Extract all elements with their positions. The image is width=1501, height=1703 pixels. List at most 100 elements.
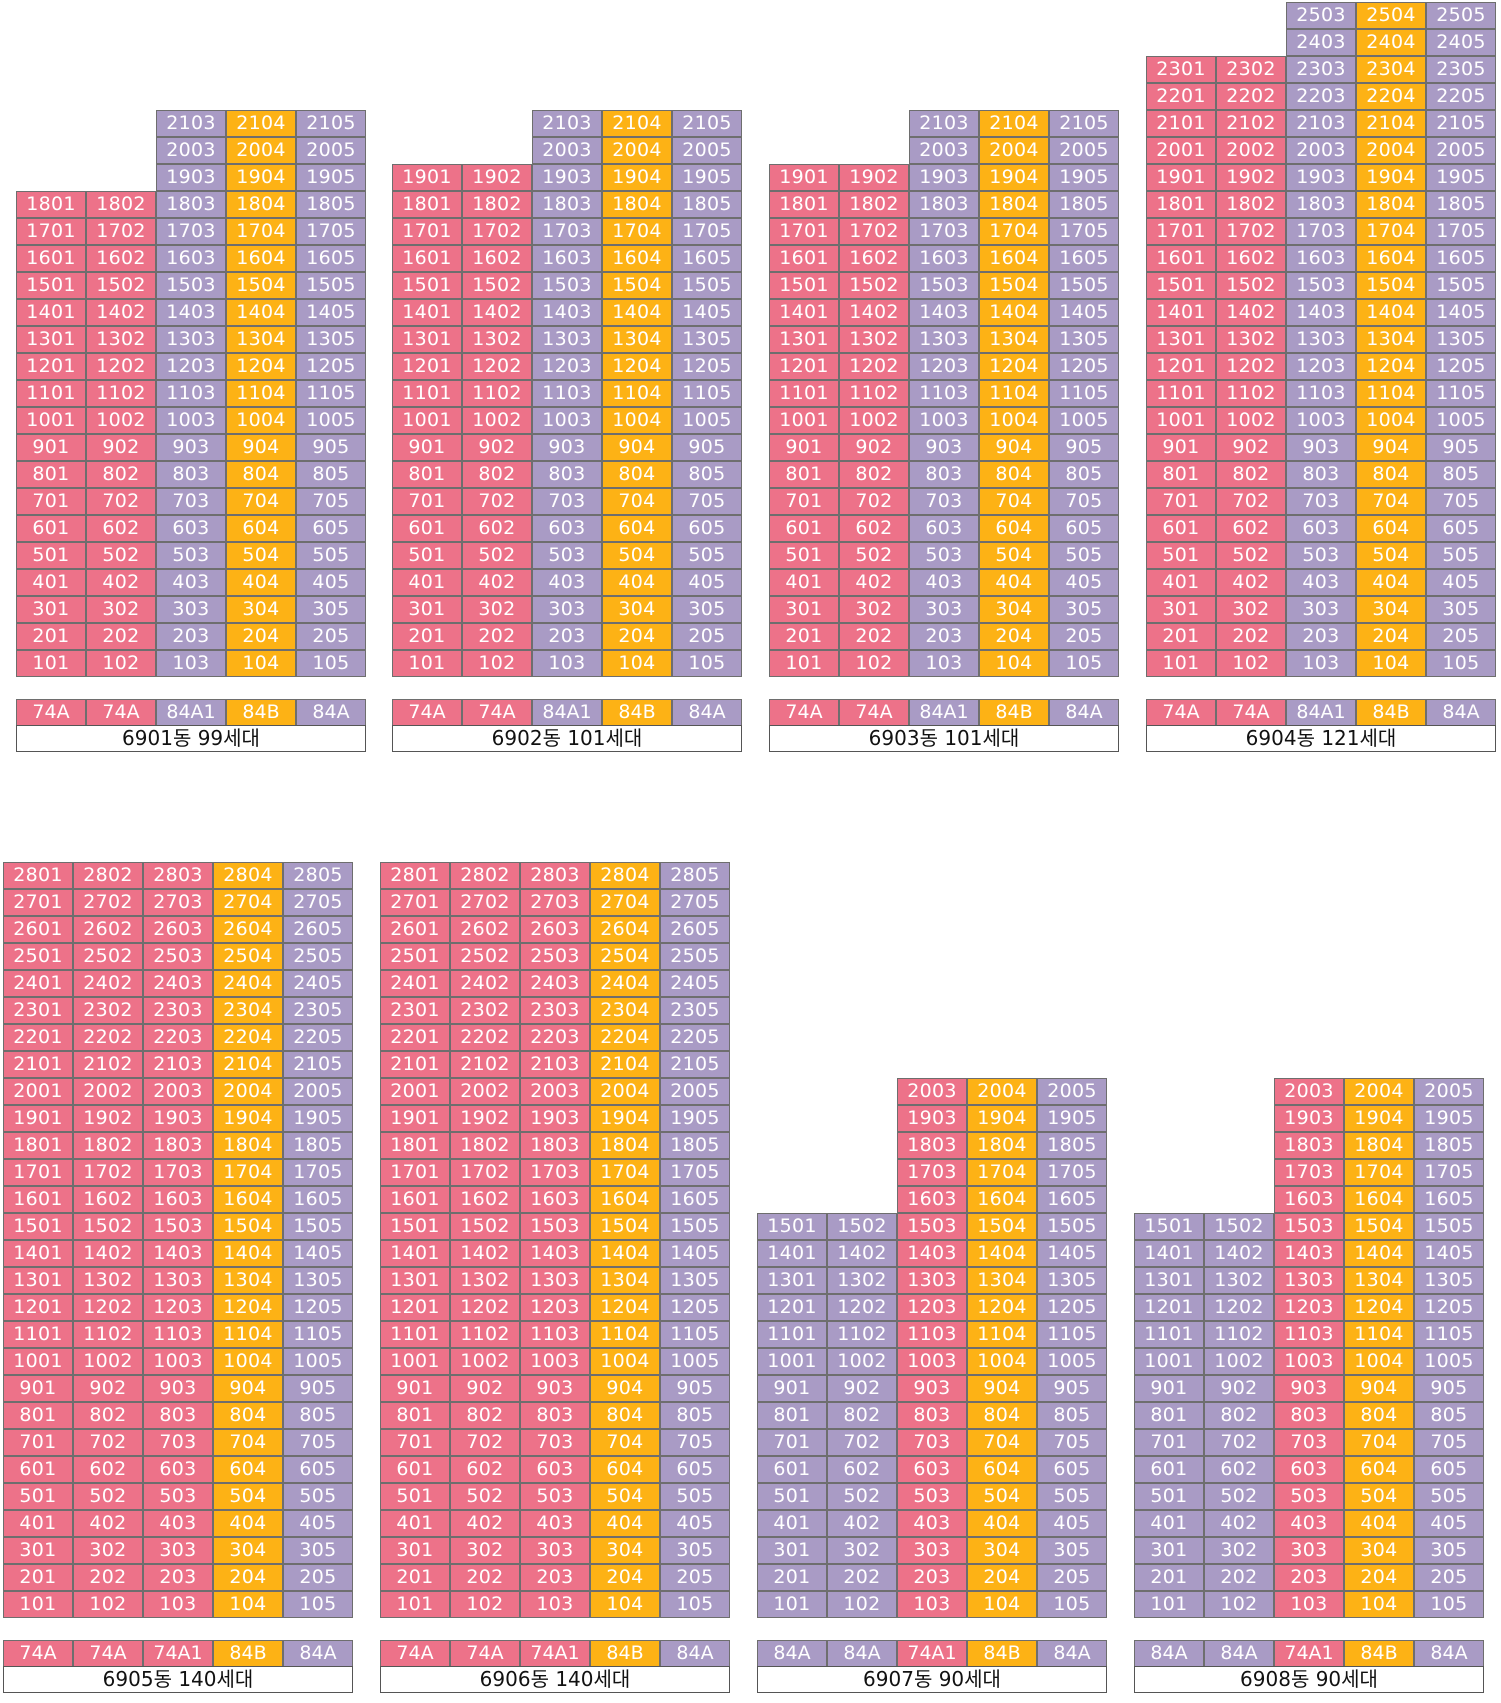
unit-cell: 104: [226, 650, 296, 677]
unit-cell: 1702: [73, 1159, 143, 1186]
unit-cell: 903: [520, 1375, 590, 1402]
unit-type-label: 84A1: [909, 699, 979, 726]
unit-type-label: 84A: [1414, 1640, 1484, 1667]
unit-cell: 705: [660, 1429, 730, 1456]
unit-cell: 803: [909, 461, 979, 488]
unit-cell: 1502: [450, 1213, 520, 1240]
unit-cell: 304: [602, 596, 672, 623]
unit-cell: 1405: [672, 299, 742, 326]
unit-cell: 1005: [672, 407, 742, 434]
unit-cell: 2003: [520, 1078, 590, 1105]
unit-cell: 502: [1204, 1483, 1274, 1510]
unit-cell: 803: [143, 1402, 213, 1429]
unit-cell: 201: [3, 1564, 73, 1591]
unit-cell: 1804: [1356, 191, 1426, 218]
unit-cell: 1805: [1426, 191, 1496, 218]
unit-cell: 1504: [602, 272, 672, 299]
unit-cell: 1305: [1414, 1267, 1484, 1294]
unit-cell: 1305: [296, 326, 366, 353]
unit-cell: 1303: [532, 326, 602, 353]
unit-cell: 1805: [672, 191, 742, 218]
unit-cell: 1601: [769, 245, 839, 272]
unit-cell: 1704: [979, 218, 1049, 245]
unit-cell: 1603: [520, 1186, 590, 1213]
unit-cell: 2804: [590, 862, 660, 889]
unit-cell: 102: [839, 650, 909, 677]
unit-cell: 1405: [1049, 299, 1119, 326]
unit-cell: 601: [3, 1456, 73, 1483]
unit-cell: 1103: [909, 380, 979, 407]
unit-cell: 1104: [967, 1321, 1037, 1348]
unit-cell: 101: [769, 650, 839, 677]
unit-cell: 1401: [769, 299, 839, 326]
unit-cell: 1605: [672, 245, 742, 272]
unit-cell: 2501: [380, 943, 450, 970]
unit-cell: 402: [827, 1510, 897, 1537]
unit-cell: 1603: [897, 1186, 967, 1213]
unit-cell: 1005: [283, 1348, 353, 1375]
unit-cell: 1805: [1037, 1132, 1107, 1159]
unit-cell: 105: [1414, 1591, 1484, 1618]
unit-cell: 702: [839, 488, 909, 515]
unit-cell: 103: [909, 650, 979, 677]
unit-cell: 2204: [590, 1024, 660, 1051]
unit-cell: 105: [1426, 650, 1496, 677]
unit-cell: 1105: [283, 1321, 353, 1348]
unit-cell: 102: [1216, 650, 1286, 677]
unit-cell: 903: [532, 434, 602, 461]
unit-cell: 702: [462, 488, 532, 515]
unit-cell: 703: [156, 488, 226, 515]
unit-cell: 1703: [1274, 1159, 1344, 1186]
unit-cell: 2001: [1146, 137, 1216, 164]
unit-cell: 1405: [296, 299, 366, 326]
unit-cell: 602: [1216, 515, 1286, 542]
unit-cell: 2004: [590, 1078, 660, 1105]
unit-cell: 2402: [73, 970, 143, 997]
unit-cell: 1203: [156, 353, 226, 380]
unit-type-label: 84B: [213, 1640, 283, 1667]
unit-cell: 702: [450, 1429, 520, 1456]
unit-cell: 102: [86, 650, 156, 677]
unit-cell: 2503: [520, 943, 590, 970]
unit-cell: 2105: [672, 110, 742, 137]
unit-cell: 2104: [226, 110, 296, 137]
unit-cell: 1904: [967, 1105, 1037, 1132]
unit-cell: 502: [73, 1483, 143, 1510]
unit-cell: 1501: [392, 272, 462, 299]
unit-cell: 501: [3, 1483, 73, 1510]
unit-cell: 305: [1426, 596, 1496, 623]
unit-cell: 1503: [156, 272, 226, 299]
unit-cell: 2104: [1356, 110, 1426, 137]
unit-cell: 1204: [1356, 353, 1426, 380]
unit-cell: 1502: [839, 272, 909, 299]
unit-cell: 2304: [1356, 56, 1426, 83]
unit-cell: 1301: [1146, 326, 1216, 353]
unit-cell: 1504: [590, 1213, 660, 1240]
unit-cell: 1705: [283, 1159, 353, 1186]
unit-cell: 1803: [156, 191, 226, 218]
unit-cell: 303: [520, 1537, 590, 1564]
unit-cell: 202: [73, 1564, 143, 1591]
unit-cell: 905: [672, 434, 742, 461]
unit-cell: 805: [283, 1402, 353, 1429]
unit-cell: 1502: [1204, 1213, 1274, 1240]
unit-cell: 2205: [283, 1024, 353, 1051]
unit-cell: 1105: [672, 380, 742, 407]
unit-cell: 2205: [660, 1024, 730, 1051]
unit-cell: 1705: [1426, 218, 1496, 245]
unit-type-label: 74A: [16, 699, 86, 726]
unit-type-label: 84A: [672, 699, 742, 726]
unit-cell: 404: [590, 1510, 660, 1537]
unit-cell: 903: [1286, 434, 1356, 461]
unit-cell: 2002: [73, 1078, 143, 1105]
unit-cell: 103: [520, 1591, 590, 1618]
unit-cell: 1403: [897, 1240, 967, 1267]
unit-cell: 603: [1286, 515, 1356, 542]
unit-cell: 305: [672, 596, 742, 623]
unit-cell: 1903: [1274, 1105, 1344, 1132]
unit-cell: 1703: [143, 1159, 213, 1186]
unit-cell: 2703: [143, 889, 213, 916]
unit-cell: 904: [1356, 434, 1426, 461]
unit-cell: 105: [660, 1591, 730, 1618]
unit-cell: 1604: [590, 1186, 660, 1213]
